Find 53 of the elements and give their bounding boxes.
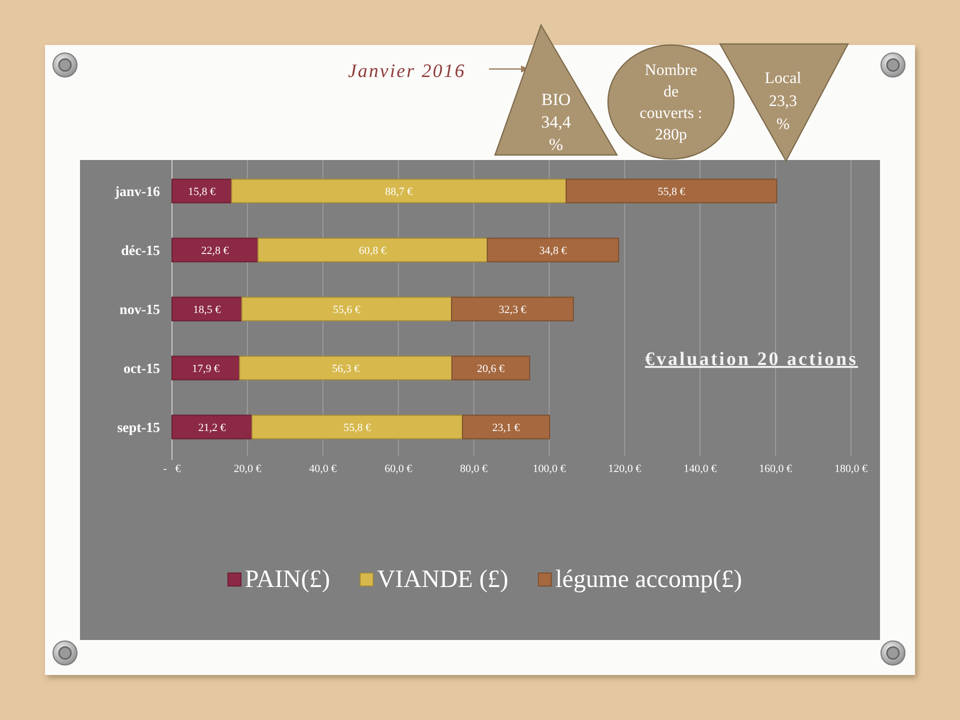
y-tick-label: oct-15 [123, 362, 160, 377]
bar [241, 296, 452, 322]
data-label: 56,3 € [332, 363, 360, 375]
data-label: 21,2 € [198, 422, 226, 434]
x-tick-label: 120,0 € [608, 463, 642, 475]
annotation: €valuation 20 actions [645, 349, 858, 370]
data-label: 20,6 € [477, 363, 506, 375]
bar [451, 296, 574, 322]
legend-label: PAIN(£) [244, 566, 330, 593]
data-label: 18,5 € [193, 304, 222, 316]
data-label: 32,3 € [498, 304, 527, 316]
bar [239, 356, 452, 380]
legend-label: légume accomp(£) [555, 566, 742, 593]
bar [172, 178, 232, 204]
bar [172, 356, 240, 380]
text: Local 23,3 % [764, 70, 802, 133]
data-label: 17,9 € [192, 363, 220, 375]
bar [251, 414, 463, 440]
y-tick-label: nov-15 [120, 303, 160, 318]
text: BIO 34,4 % [541, 90, 572, 154]
legend-label: VIANDE (£) [377, 566, 508, 593]
x-tick-label: 80,0 € [460, 463, 488, 475]
x-tick-label: 20,0 € [234, 463, 262, 475]
data-label: 55,8 € [658, 186, 686, 198]
bar [451, 356, 530, 380]
x-tick-label: 140,0 € [684, 463, 718, 475]
bar [231, 178, 567, 204]
data-label: 60,8 € [358, 245, 387, 257]
bar [462, 414, 550, 440]
bar [172, 296, 242, 322]
x-tick-label: 100,0 € [532, 463, 566, 475]
bar [172, 414, 252, 440]
y-tick-label: sept-15 [117, 421, 160, 436]
data-label: 22,8 € [201, 245, 230, 257]
text: Nombre de couverts : 280p [640, 62, 702, 144]
x-tick-label: 160,0 € [759, 463, 793, 475]
data-label: 23,1 € [492, 422, 520, 434]
bar [172, 238, 259, 262]
data-label: 88,7 € [385, 186, 414, 198]
bar [486, 238, 620, 262]
bar [566, 178, 778, 204]
text: Janvier 2016 [348, 61, 466, 82]
data-label: 15,8 € [188, 186, 216, 198]
x-tick-label: 60,0 € [384, 463, 413, 475]
data-label: 55,6 € [332, 304, 361, 316]
y-tick-label: janv-16 [114, 185, 160, 200]
y-tick-label: déc-15 [121, 244, 160, 259]
x-tick-label: 180,0 € [834, 463, 868, 475]
x-tick-label: - € [163, 463, 182, 475]
data-label: 55,8 € [343, 422, 372, 434]
data-label: 34,8 € [539, 245, 568, 257]
bar [258, 238, 488, 262]
x-tick-label: 40,0 € [309, 463, 338, 475]
